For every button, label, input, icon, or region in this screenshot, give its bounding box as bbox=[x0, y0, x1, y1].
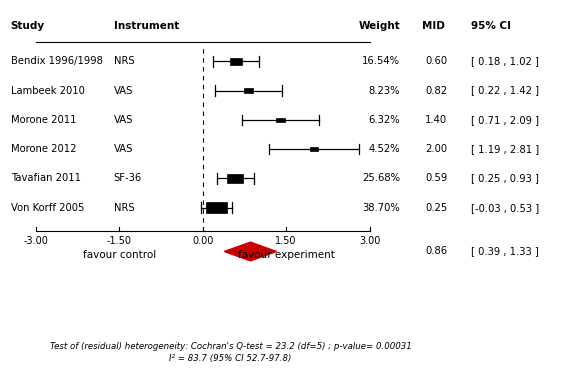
Bar bbox=[244, 88, 253, 93]
Text: [ 0.22 , 1.42 ]: [ 0.22 , 1.42 ] bbox=[471, 85, 539, 96]
Text: NRS: NRS bbox=[113, 56, 134, 66]
Text: [ 0.39 , 1.33 ]: [ 0.39 , 1.33 ] bbox=[471, 247, 539, 256]
Text: VAS: VAS bbox=[113, 144, 133, 154]
Text: VAS: VAS bbox=[113, 85, 133, 96]
Text: [-0.03 , 0.53 ]: [-0.03 , 0.53 ] bbox=[471, 203, 539, 213]
Text: [ 0.18 , 1.02 ]: [ 0.18 , 1.02 ] bbox=[471, 56, 539, 66]
Text: 0.60: 0.60 bbox=[425, 56, 447, 66]
Text: Morone 2011: Morone 2011 bbox=[11, 115, 76, 125]
Text: 16.54%: 16.54% bbox=[362, 56, 400, 66]
Bar bbox=[277, 118, 285, 122]
Bar bbox=[227, 174, 243, 183]
Text: 4.52%: 4.52% bbox=[369, 144, 400, 154]
Text: 8.23%: 8.23% bbox=[369, 85, 400, 96]
Text: 95% CI: 95% CI bbox=[471, 21, 511, 31]
Text: Bendix 1996/1998: Bendix 1996/1998 bbox=[11, 56, 103, 66]
Text: Lambeek 2010: Lambeek 2010 bbox=[11, 85, 84, 96]
Text: VAS: VAS bbox=[113, 115, 133, 125]
Text: MID: MID bbox=[422, 21, 445, 31]
Text: [ 1.19 , 2.81 ]: [ 1.19 , 2.81 ] bbox=[471, 144, 539, 154]
Text: 2.00: 2.00 bbox=[425, 144, 447, 154]
Text: 6.32%: 6.32% bbox=[369, 115, 400, 125]
Text: 3.00: 3.00 bbox=[359, 236, 380, 246]
Text: 1.50: 1.50 bbox=[276, 236, 297, 246]
Text: Von Korff 2005: Von Korff 2005 bbox=[11, 203, 84, 213]
Bar bbox=[310, 147, 318, 151]
Polygon shape bbox=[225, 242, 277, 261]
Text: -3.00: -3.00 bbox=[23, 236, 48, 246]
Text: [ 0.71 , 2.09 ]: [ 0.71 , 2.09 ] bbox=[471, 115, 539, 125]
Text: 0.25: 0.25 bbox=[425, 203, 447, 213]
Text: favour control: favour control bbox=[83, 250, 156, 260]
Text: Test of (residual) heterogeneity: Cochran's Q-test = 23.2 (df=5) ; p-value= 0.00: Test of (residual) heterogeneity: Cochra… bbox=[49, 342, 411, 351]
Text: -1.50: -1.50 bbox=[107, 236, 132, 246]
Text: [ 0.25 , 0.93 ]: [ 0.25 , 0.93 ] bbox=[471, 173, 539, 183]
Text: favour experiment: favour experiment bbox=[238, 250, 335, 260]
Bar bbox=[206, 202, 227, 213]
Text: Weight: Weight bbox=[358, 21, 400, 31]
Text: 0.59: 0.59 bbox=[425, 173, 447, 183]
Text: 1.40: 1.40 bbox=[425, 115, 447, 125]
Text: 0.86: 0.86 bbox=[425, 247, 447, 256]
Text: Morone 2012: Morone 2012 bbox=[11, 144, 76, 154]
Text: NRS: NRS bbox=[113, 203, 134, 213]
Text: Instrument: Instrument bbox=[113, 21, 179, 31]
Text: 0.82: 0.82 bbox=[425, 85, 447, 96]
Text: I² = 83.7 (95% CI 52.7-97.8): I² = 83.7 (95% CI 52.7-97.8) bbox=[169, 354, 291, 364]
Bar bbox=[230, 58, 242, 64]
Text: 0.00: 0.00 bbox=[192, 236, 213, 246]
Text: Tavafian 2011: Tavafian 2011 bbox=[11, 173, 81, 183]
Text: 38.70%: 38.70% bbox=[362, 203, 400, 213]
Text: Study: Study bbox=[11, 21, 45, 31]
Text: SF-36: SF-36 bbox=[113, 173, 142, 183]
Text: 25.68%: 25.68% bbox=[362, 173, 400, 183]
